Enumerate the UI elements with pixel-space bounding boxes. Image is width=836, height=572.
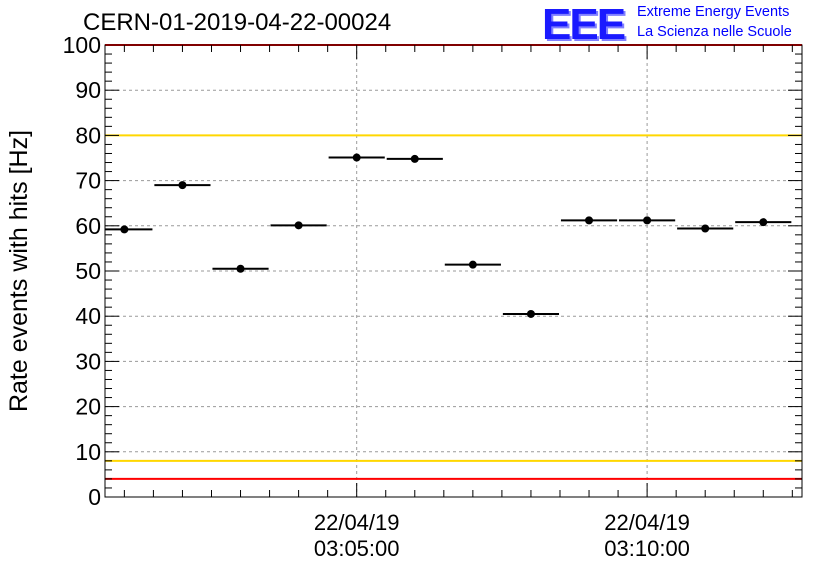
reference-lines — [105, 44, 802, 480]
axis-ticks — [105, 44, 802, 498]
data-point — [410, 154, 419, 163]
y-axis-title: Rate events with hits [Hz] — [5, 130, 33, 412]
data-point — [701, 224, 710, 233]
data-point — [352, 153, 361, 162]
x-tick-label-time: 03:05:00 — [314, 536, 400, 561]
data-point — [236, 264, 245, 273]
logo-text-line-2: La Scienza nelle Scuole — [637, 24, 792, 40]
y-tick-label: 70 — [75, 168, 101, 194]
data-points — [105, 153, 792, 318]
data-point — [526, 309, 535, 318]
y-tick-label: 30 — [75, 348, 101, 374]
data-point — [468, 260, 477, 269]
y-tick-label: 100 — [63, 32, 101, 58]
data-point — [759, 218, 768, 227]
axis-labels: 010203040506070809010022/04/1903:05:0022… — [5, 32, 690, 561]
y-tick-label: 50 — [75, 258, 101, 284]
logo-text-line-1: Extreme Energy Events — [637, 4, 790, 20]
y-tick-label: 20 — [75, 394, 101, 420]
x-tick-label-time: 03:10:00 — [604, 536, 690, 561]
data-point — [643, 216, 652, 225]
y-tick-label: 60 — [75, 213, 101, 239]
data-point — [120, 225, 129, 234]
x-tick-label-date: 22/04/19 — [604, 510, 690, 535]
data-point — [585, 216, 594, 225]
y-tick-label: 0 — [88, 484, 101, 510]
y-tick-label: 80 — [75, 122, 101, 148]
y-tick-label: 90 — [75, 77, 101, 103]
data-point — [294, 221, 303, 230]
grid-lines — [105, 45, 802, 497]
eee-logo-mark: EEE — [542, 0, 626, 49]
y-tick-label: 40 — [75, 303, 101, 329]
data-point — [178, 181, 187, 190]
x-tick-label-date: 22/04/19 — [314, 510, 400, 535]
y-tick-label: 10 — [75, 439, 101, 465]
chart-title: CERN-01-2019-04-22-00024 — [83, 9, 392, 36]
